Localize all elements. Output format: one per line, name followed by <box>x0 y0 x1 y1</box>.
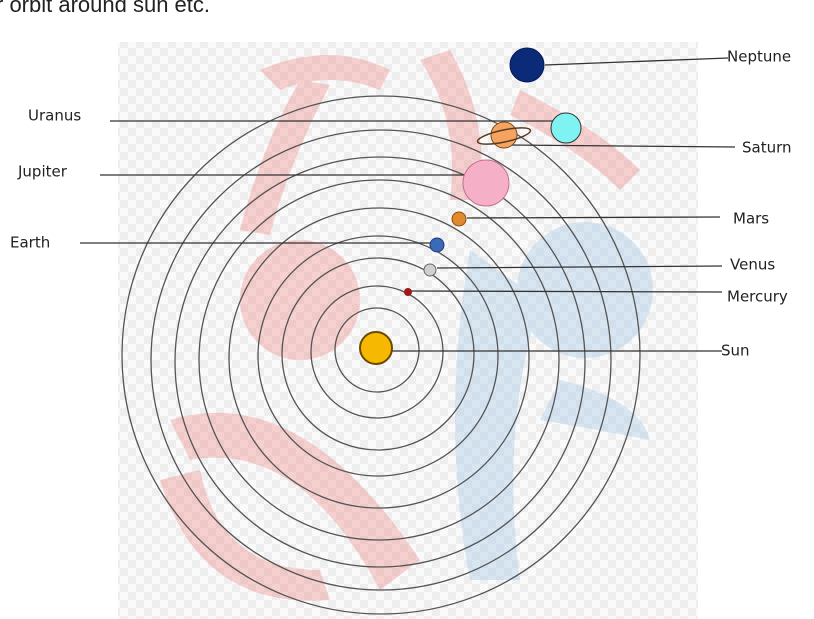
label: Neptune <box>727 48 791 66</box>
label: Uranus <box>28 107 81 125</box>
planets <box>359 47 582 365</box>
label: Venus <box>730 256 775 274</box>
background <box>118 42 698 619</box>
label: Mars <box>733 210 769 228</box>
header-text: r orbit around sun etc. <box>0 0 210 17</box>
sun <box>359 331 393 365</box>
earth <box>429 237 445 253</box>
labels: Neptune Uranus Saturn Jupiter Mars Earth… <box>10 48 792 360</box>
watermark <box>160 50 653 601</box>
leader-lines <box>80 57 736 352</box>
orbits <box>121 95 641 615</box>
label: Mercury <box>727 288 788 306</box>
mars <box>451 211 467 227</box>
label: Saturn <box>742 139 792 157</box>
jupiter <box>462 159 510 207</box>
label: Jupiter <box>17 163 68 181</box>
saturn-ring <box>476 127 532 145</box>
label: Earth <box>10 234 50 252</box>
uranus <box>550 112 582 144</box>
label: Sun <box>721 342 750 360</box>
mercury <box>404 288 412 296</box>
neptune <box>509 47 545 83</box>
venus <box>423 263 437 277</box>
